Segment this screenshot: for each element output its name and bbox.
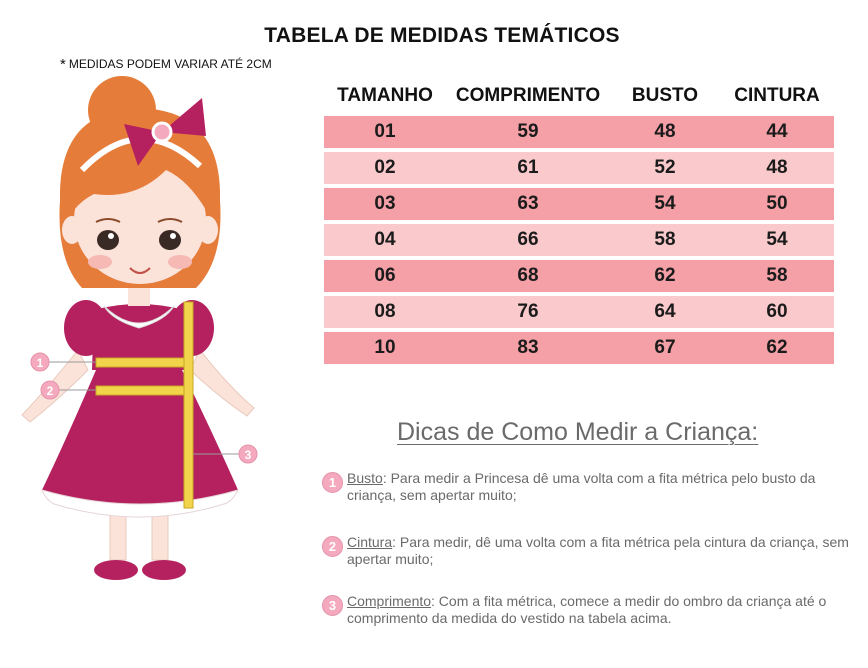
header-tamanho: TAMANHO [324, 80, 446, 114]
waist-tape [95, 385, 185, 396]
tip-number-icon: 2 [322, 536, 343, 557]
left-brow [95, 218, 121, 223]
tip-busto: 1 Busto: Para medir a Princesa dê uma vo… [322, 470, 852, 504]
size-table: TAMANHO COMPRIMENTO BUSTO CINTURA 01 59 … [324, 80, 834, 364]
note-asterisk: * [60, 56, 66, 73]
table-row: 04 66 58 54 [324, 220, 834, 258]
tip-cintura: 2 Cintura: Para medir, dê uma volta com … [322, 534, 852, 568]
table-header-row: TAMANHO COMPRIMENTO BUSTO CINTURA [324, 80, 834, 114]
cell-tamanho: 02 [324, 148, 446, 186]
cell-tamanho: 10 [324, 328, 446, 364]
table-row: 02 61 52 48 [324, 148, 834, 186]
tip-description: : Para medir a Princesa dê uma volta com… [347, 470, 816, 503]
table-row: 01 59 48 44 [324, 112, 834, 150]
length-tape [183, 301, 194, 509]
cell-cintura: 54 [720, 220, 834, 258]
table-row: 06 68 62 58 [324, 256, 834, 294]
cell-busto: 62 [610, 256, 720, 294]
hair-bun [88, 76, 156, 144]
tip-term: Comprimento [347, 593, 432, 609]
marker-3-icon [238, 444, 258, 464]
cell-busto: 58 [610, 220, 720, 258]
right-eye [159, 230, 181, 250]
cell-comprimento: 61 [446, 148, 610, 186]
cell-cintura: 48 [720, 148, 834, 186]
cell-busto: 67 [610, 328, 720, 364]
page-title: TABELA DE MEDIDAS TEMÁTICOS [264, 24, 620, 47]
tip-text: Comprimento: Com a fita métrica, comece … [347, 593, 852, 627]
tip-term: Busto [347, 470, 383, 486]
cell-busto: 64 [610, 292, 720, 330]
table-row: 08 76 64 60 [324, 292, 834, 330]
right-ear [198, 216, 218, 244]
cell-comprimento: 83 [446, 328, 610, 364]
dress-hem [41, 489, 239, 518]
note-text: MEDIDAS PODEM VARIAR ATÉ 2CM [68, 57, 272, 71]
left-eye [97, 230, 119, 250]
tip-number-icon: 1 [322, 472, 343, 493]
header-busto: BUSTO [610, 80, 720, 114]
cell-tamanho: 03 [324, 184, 446, 222]
cell-comprimento: 76 [446, 292, 610, 330]
cell-cintura: 58 [720, 256, 834, 294]
cell-busto: 54 [610, 184, 720, 222]
tip-text: Cintura: Para medir, dê uma volta com a … [347, 534, 852, 568]
left-eye-shine [108, 233, 114, 239]
hair-bangs [74, 146, 206, 210]
cell-comprimento: 66 [446, 220, 610, 258]
right-arm [189, 349, 255, 417]
cell-tamanho: 01 [324, 112, 446, 150]
header-comprimento: COMPRIMENTO [446, 80, 610, 114]
tip-description: : Para medir, dê uma volta com a fita mé… [347, 534, 849, 567]
right-cheek [168, 255, 192, 269]
tip-description: : Com a fita métrica, comece a medir do … [347, 593, 827, 626]
left-shoe [94, 560, 138, 580]
girl-measurement-illustration: 1 2 3 [21, 76, 258, 580]
cell-busto: 48 [610, 112, 720, 150]
right-brow [157, 218, 183, 223]
cell-tamanho: 04 [324, 220, 446, 258]
table-row: 03 63 54 50 [324, 184, 834, 222]
cell-tamanho: 08 [324, 292, 446, 330]
left-sleeve [64, 300, 108, 356]
cell-comprimento: 59 [446, 112, 610, 150]
measurement-note: * MEDIDAS PODEM VARIAR ATÉ 2CM [60, 56, 272, 73]
cell-cintura: 60 [720, 292, 834, 330]
tip-term: Cintura [347, 534, 393, 550]
cell-cintura: 50 [720, 184, 834, 222]
bust-tape [95, 357, 185, 368]
table-row: 10 83 67 62 [324, 328, 834, 364]
marker-1-icon [30, 352, 50, 372]
right-eye-shine [170, 233, 176, 239]
bow-center [151, 121, 173, 143]
tip-text: Busto: Para medir a Princesa dê uma volt… [347, 470, 852, 504]
marker-2-icon [40, 380, 60, 400]
marker-3-label: 3 [245, 448, 252, 462]
tip-number-icon: 3 [322, 595, 343, 616]
marker-1-label: 1 [37, 356, 44, 370]
mouth [129, 267, 151, 274]
tips-heading: Dicas de Como Medir a Criança: [397, 418, 759, 446]
cell-cintura: 44 [720, 112, 834, 150]
cell-comprimento: 63 [446, 184, 610, 222]
cell-tamanho: 06 [324, 256, 446, 294]
right-shoe [142, 560, 186, 580]
left-ear [62, 216, 82, 244]
cell-cintura: 62 [720, 328, 834, 364]
dress-collar [103, 305, 175, 329]
left-cheek [88, 255, 112, 269]
marker-2-label: 2 [47, 384, 54, 398]
header-cintura: CINTURA [720, 80, 834, 114]
cell-busto: 52 [610, 148, 720, 186]
cell-comprimento: 68 [446, 256, 610, 294]
tip-comprimento: 3 Comprimento: Com a fita métrica, comec… [322, 593, 852, 627]
dress-bodice [92, 304, 186, 370]
